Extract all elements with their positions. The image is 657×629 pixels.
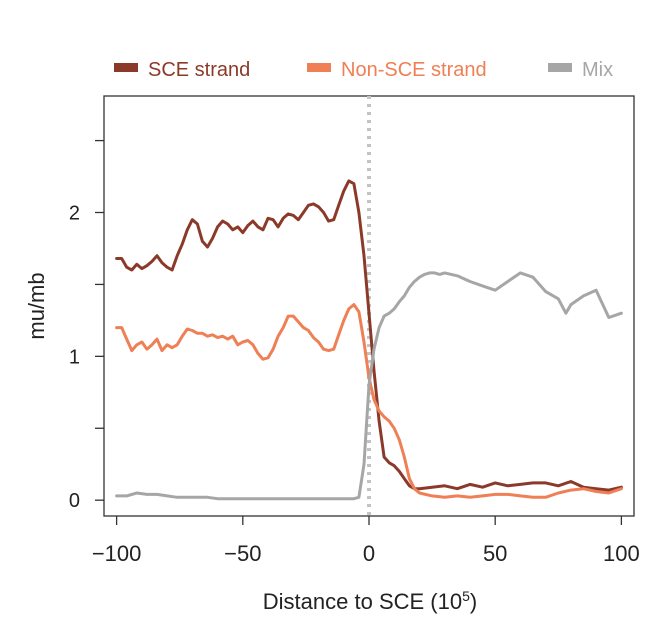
x-axis-title-close: ) bbox=[470, 589, 477, 614]
series-line-0 bbox=[115, 179, 623, 492]
legend-swatch-2 bbox=[548, 63, 572, 72]
legend: SCE strand Non-SCE strand Mix bbox=[114, 59, 613, 81]
x-axis-title-text: Distance to SCE (10 bbox=[263, 589, 462, 614]
x-axis-title: Distance to SCE (105) bbox=[263, 588, 477, 614]
x-axis-title-sup: 5 bbox=[462, 588, 470, 604]
series-line-1 bbox=[115, 303, 623, 499]
legend-swatch-1 bbox=[307, 63, 331, 72]
legend-label-2: Mix bbox=[582, 59, 613, 81]
y-tick-label: 1 bbox=[69, 346, 80, 368]
series-line-2 bbox=[115, 271, 623, 501]
x-tick-label: 100 bbox=[603, 541, 640, 566]
legend-label-1: Non-SCE strand bbox=[341, 59, 487, 81]
y-axis-title: mu/mb bbox=[24, 272, 49, 339]
x-axis: −100 −50 0 50 100 bbox=[92, 516, 640, 566]
series-layer bbox=[115, 179, 623, 501]
x-tick-label: 50 bbox=[483, 541, 507, 566]
legend-swatch-0 bbox=[114, 63, 138, 72]
y-tick-label: 2 bbox=[69, 203, 80, 225]
x-tick-label: 0 bbox=[363, 541, 375, 566]
y-axis: 0 1 2 bbox=[69, 139, 104, 512]
y-tick-label: 0 bbox=[69, 490, 80, 512]
x-tick-label: −100 bbox=[92, 541, 142, 566]
x-tick-label: −50 bbox=[224, 541, 261, 566]
legend-label-0: SCE strand bbox=[148, 59, 250, 81]
